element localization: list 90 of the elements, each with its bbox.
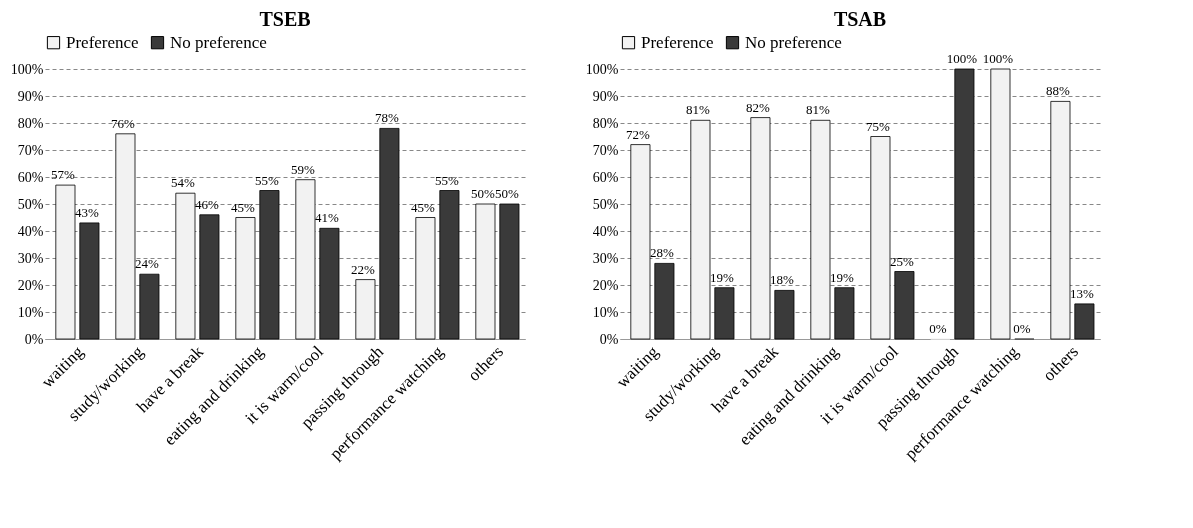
y-tick-label: 30% bbox=[17, 250, 44, 266]
bar bbox=[954, 68, 975, 340]
data-label: 72% bbox=[626, 126, 651, 142]
y-tick-label: 60% bbox=[17, 169, 44, 185]
y-tick-label: 30% bbox=[592, 250, 619, 266]
bar bbox=[319, 227, 340, 340]
bar bbox=[55, 184, 76, 340]
bar bbox=[355, 279, 376, 340]
chart-title: TSAB bbox=[833, 8, 887, 30]
bar bbox=[750, 117, 771, 340]
bar bbox=[199, 214, 220, 340]
y-tick-label: 70% bbox=[592, 142, 619, 158]
data-label: 46% bbox=[195, 196, 220, 212]
bar bbox=[630, 144, 651, 340]
data-label: 50% bbox=[495, 186, 520, 201]
data-label: 45% bbox=[231, 199, 256, 215]
y-tick-label: 40% bbox=[592, 223, 619, 239]
y-tick-label: 90% bbox=[17, 88, 44, 104]
bar bbox=[834, 287, 855, 340]
legend-label: Preference bbox=[641, 32, 714, 52]
data-label: 76% bbox=[111, 115, 136, 131]
bar bbox=[235, 217, 256, 340]
bar bbox=[259, 190, 280, 340]
data-label: 28% bbox=[650, 245, 675, 261]
y-tick-label: 70% bbox=[17, 142, 44, 158]
data-label: 0% bbox=[929, 321, 947, 336]
data-label: 19% bbox=[830, 269, 855, 285]
bar bbox=[774, 290, 795, 340]
bar bbox=[654, 263, 675, 340]
bar bbox=[1074, 303, 1095, 340]
data-label: 57% bbox=[51, 167, 76, 183]
data-label: 25% bbox=[890, 253, 915, 269]
bar bbox=[175, 192, 196, 340]
data-label: 81% bbox=[806, 102, 831, 118]
y-tick-label: 20% bbox=[17, 277, 44, 293]
data-label: 18% bbox=[770, 272, 795, 288]
data-label: 78% bbox=[375, 110, 400, 126]
legend-label: No preference bbox=[170, 32, 267, 52]
bar bbox=[115, 133, 136, 340]
bar bbox=[295, 179, 316, 340]
y-tick-label: 40% bbox=[17, 223, 44, 239]
data-label: 82% bbox=[746, 99, 771, 115]
data-label: 22% bbox=[351, 261, 376, 277]
bar bbox=[499, 203, 520, 340]
data-label: 88% bbox=[1046, 83, 1071, 99]
y-tick-label: 80% bbox=[592, 115, 619, 131]
y-tick-label: 90% bbox=[592, 88, 619, 104]
data-label: 55% bbox=[435, 172, 460, 188]
data-label: 55% bbox=[255, 172, 280, 188]
data-label: 54% bbox=[171, 175, 196, 191]
y-tick-label: 80% bbox=[17, 115, 44, 131]
bar bbox=[894, 271, 915, 340]
data-label: 41% bbox=[315, 210, 340, 226]
data-label: 0% bbox=[1013, 321, 1031, 336]
y-tick-label: 100% bbox=[585, 61, 619, 77]
data-label: 75% bbox=[866, 118, 891, 134]
bar bbox=[870, 136, 891, 340]
bar bbox=[415, 217, 436, 340]
chart-title: TSEB bbox=[259, 8, 311, 30]
bar bbox=[475, 203, 496, 340]
bar bbox=[714, 287, 735, 340]
bar bbox=[690, 119, 711, 340]
bar bbox=[1050, 101, 1071, 340]
y-tick-label: 60% bbox=[592, 169, 619, 185]
data-label: 100% bbox=[946, 51, 978, 66]
data-label: 13% bbox=[1070, 285, 1095, 301]
bar bbox=[810, 119, 831, 340]
y-tick-label: 10% bbox=[17, 304, 44, 320]
data-label: 81% bbox=[686, 102, 711, 118]
bar bbox=[139, 273, 160, 340]
data-label: 50% bbox=[471, 186, 496, 201]
legend-label: Preference bbox=[66, 32, 139, 52]
y-tick-label: 50% bbox=[592, 196, 619, 212]
bar bbox=[379, 128, 400, 340]
y-tick-label: 0% bbox=[599, 331, 619, 347]
y-tick-label: 100% bbox=[10, 61, 44, 77]
data-label: 24% bbox=[135, 256, 160, 272]
data-label: 19% bbox=[710, 269, 735, 285]
bar bbox=[990, 68, 1011, 340]
data-label: 100% bbox=[982, 51, 1014, 66]
data-label: 43% bbox=[75, 204, 100, 220]
bar bbox=[79, 222, 100, 340]
y-tick-label: 0% bbox=[24, 331, 44, 347]
y-tick-label: 50% bbox=[17, 196, 44, 212]
y-tick-label: 10% bbox=[592, 304, 619, 320]
y-tick-label: 20% bbox=[592, 277, 619, 293]
bar bbox=[439, 190, 460, 340]
data-label: 45% bbox=[411, 199, 436, 215]
legend-label: No preference bbox=[745, 32, 842, 52]
data-label: 59% bbox=[291, 161, 316, 177]
